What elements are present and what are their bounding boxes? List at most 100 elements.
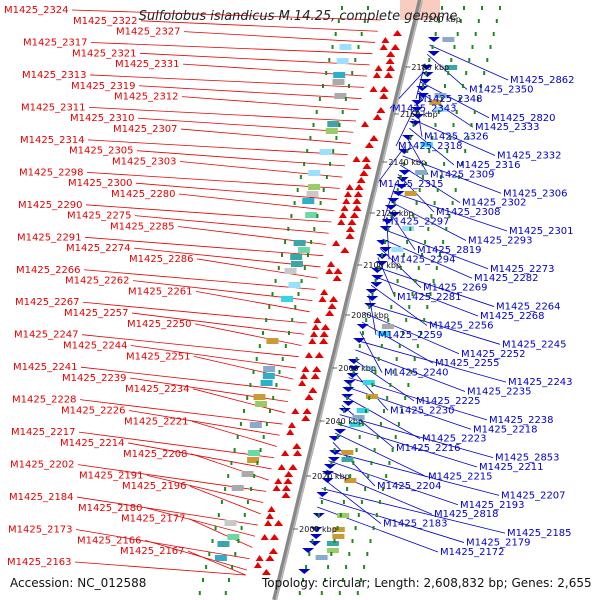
left-gene-label: M1425_2247 <box>14 330 79 341</box>
guide-dot <box>412 123 415 127</box>
guide-dot <box>401 409 403 413</box>
forward-gene-arrow <box>299 373 308 379</box>
forward-gene-arrow <box>345 184 354 190</box>
left-gene-label: M1425_2251 <box>126 351 191 362</box>
guide-dot <box>317 513 320 517</box>
guide-dot <box>394 435 397 439</box>
right-leader-line <box>323 478 382 524</box>
forward-gene-arrow <box>304 394 314 400</box>
right-gene-label: M1425_2306 <box>503 188 568 199</box>
guide-dot <box>397 422 400 426</box>
reverse-gene-arrow <box>387 198 400 203</box>
guide-dot <box>338 591 341 595</box>
left-leader-line <box>128 410 280 436</box>
reverse-gene-arrow <box>398 170 411 175</box>
guide-dot <box>473 110 476 114</box>
guide-dot <box>318 97 321 101</box>
forward-gene-arrow <box>284 471 294 477</box>
forward-gene-arrow <box>390 44 400 50</box>
guide-dot <box>349 474 352 478</box>
guide-dot <box>313 227 316 231</box>
guide-dot <box>470 123 473 127</box>
left-gene-label: M1425_2226 <box>61 405 126 416</box>
guide-dot <box>442 240 445 244</box>
forward-gene-arrow <box>283 478 293 484</box>
guide-dot <box>364 487 367 491</box>
forward-gene-arrow <box>379 44 388 50</box>
guide-dot <box>265 422 268 426</box>
right-leader-line <box>355 349 466 392</box>
reverse-gene-arrow <box>348 366 361 371</box>
guide-dot <box>324 578 326 582</box>
guide-dot <box>319 201 322 205</box>
guide-dot <box>338 123 341 127</box>
feature-box <box>337 513 350 518</box>
guide-dot <box>481 6 483 10</box>
left-gene-label: M1425_2319 <box>71 81 136 92</box>
guide-dot <box>346 396 349 400</box>
forward-gene-arrow <box>265 555 275 561</box>
left-gene-label: M1425_2322 <box>73 16 138 27</box>
guide-dot <box>358 435 361 439</box>
right-gene-label: M1425_2252 <box>461 349 526 360</box>
guide-dot <box>405 318 408 322</box>
feature-box <box>333 72 346 78</box>
left-gene-label: M1425_2280 <box>111 189 176 200</box>
feature-box <box>352 415 365 420</box>
guide-dot <box>375 513 378 517</box>
left-leader-line <box>189 485 261 515</box>
reverse-gene-arrow <box>366 296 379 301</box>
left-leader-line <box>195 291 310 313</box>
left-gene-label: M1425_2300 <box>68 178 133 189</box>
reverse-gene-arrow <box>416 86 429 91</box>
reverse-gene-arrow <box>308 541 321 546</box>
right-leader-line <box>388 211 416 251</box>
guide-dot <box>275 383 278 387</box>
reverse-gene-arrow <box>298 569 311 574</box>
feature-box <box>263 366 276 372</box>
right-leader-line <box>368 294 377 335</box>
left-leader-line <box>140 20 378 32</box>
tick-label: 2200 kbp <box>423 15 461 24</box>
forward-gene-arrow <box>386 51 396 57</box>
guide-dot <box>389 383 392 387</box>
guide-dot <box>428 58 431 62</box>
guide-dot <box>390 214 393 218</box>
reverse-gene-arrow <box>342 401 355 406</box>
left-gene-label: M1425_2267 <box>15 297 80 308</box>
guide-dot <box>423 318 426 322</box>
guide-dot <box>468 58 471 62</box>
left-gene-label: M1425_2262 <box>65 276 130 287</box>
forward-gene-arrow <box>281 450 290 456</box>
feature-box <box>365 394 378 399</box>
guide-dot <box>349 383 352 387</box>
guide-dot <box>329 162 332 166</box>
guide-dot <box>467 136 470 140</box>
forward-gene-arrow <box>318 296 327 302</box>
guide-dot <box>310 240 313 244</box>
guide-dot <box>358 344 361 348</box>
feature-box <box>305 212 318 218</box>
left-leader-line <box>127 442 272 470</box>
right-gene-label: M1425_2259 <box>378 330 443 341</box>
left-leader-line <box>130 345 297 369</box>
guide-dot <box>408 305 411 309</box>
guide-dot <box>390 305 393 309</box>
feature-box <box>227 534 240 540</box>
backbone-highlight <box>275 0 423 600</box>
left-leader-line <box>82 301 307 324</box>
guide-dot <box>376 435 379 439</box>
guide-dot <box>392 370 395 374</box>
guide-dot <box>384 240 387 244</box>
guide-dot <box>434 32 437 36</box>
right-gene-label: M1425_2862 <box>510 75 575 86</box>
guide-dot <box>272 396 275 400</box>
guide-dot <box>424 240 427 244</box>
forward-gene-arrow <box>337 219 346 225</box>
guide-dot <box>271 292 274 296</box>
guide-dot <box>495 19 498 23</box>
guide-dot <box>476 97 479 101</box>
guide-dot <box>306 149 309 153</box>
left-gene-label: M1425_2177 <box>121 514 186 525</box>
